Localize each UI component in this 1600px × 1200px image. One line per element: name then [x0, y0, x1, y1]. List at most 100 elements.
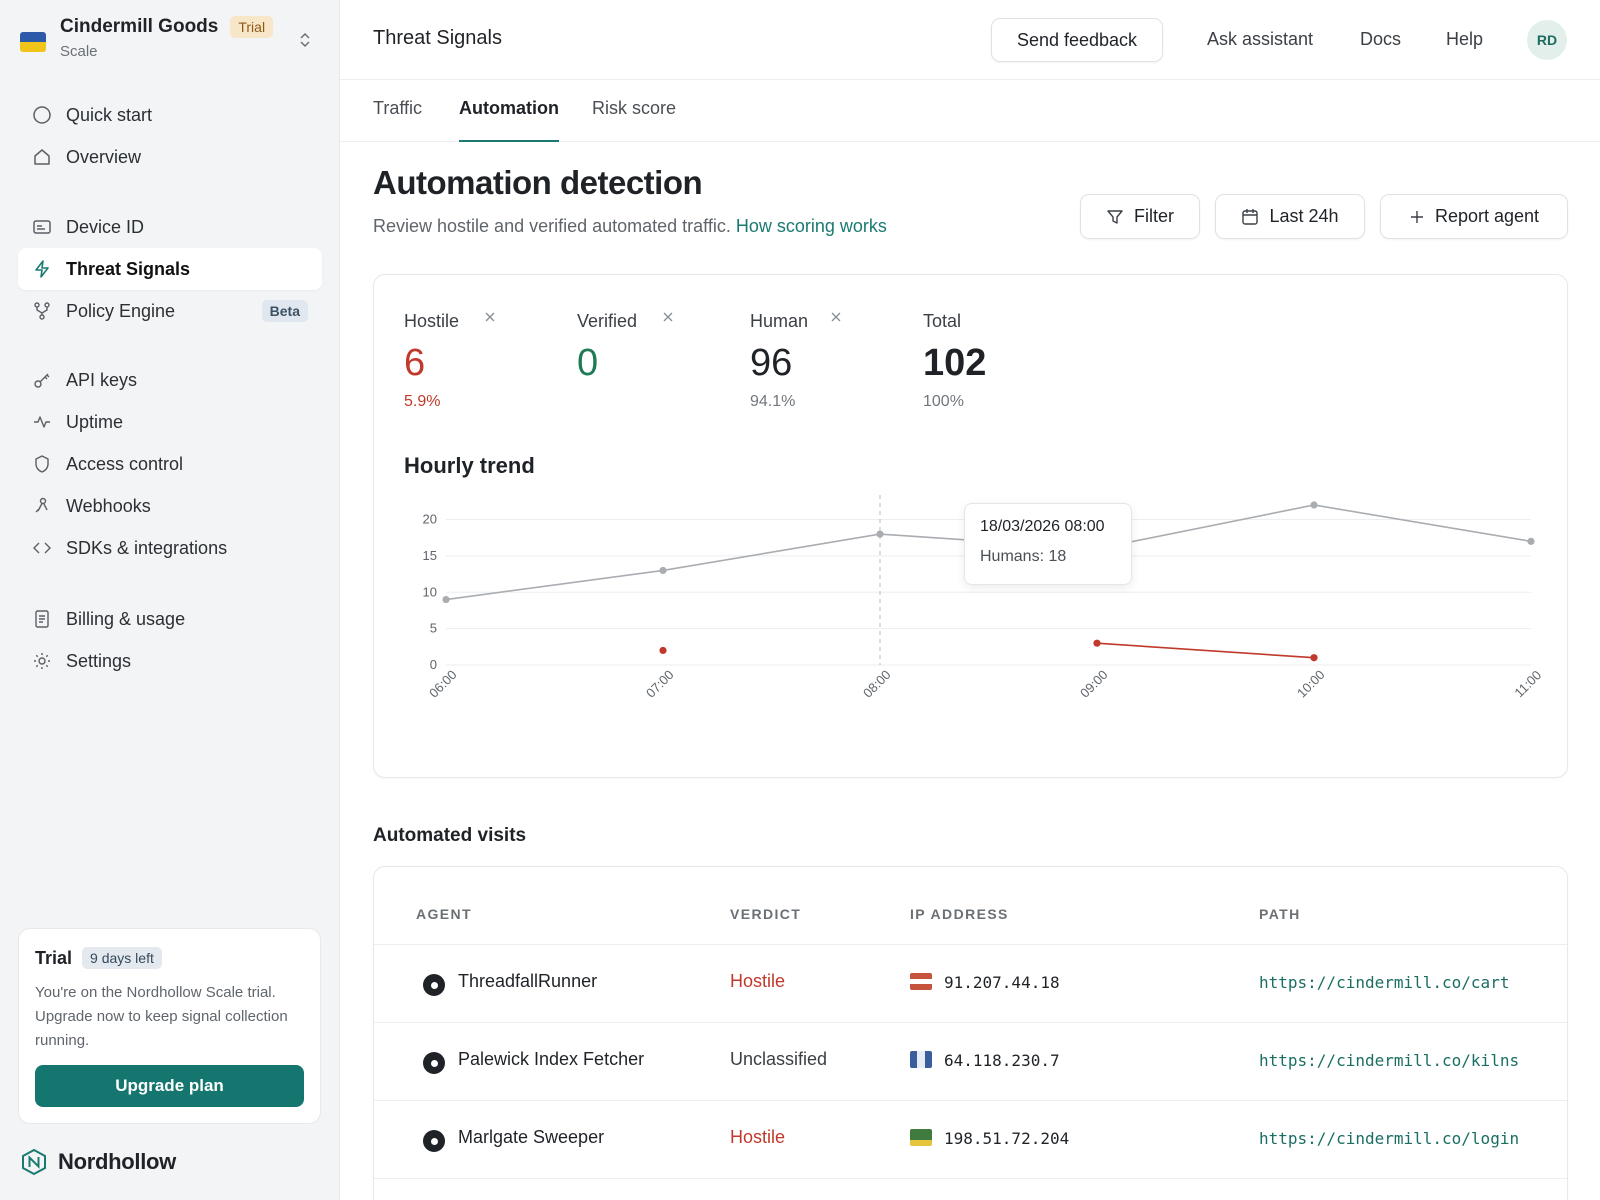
workspace-plan: Scale — [60, 43, 98, 60]
subtitle-text: Review hostile and verified automated tr… — [373, 216, 731, 236]
tab-risk-score[interactable]: Risk score — [592, 98, 677, 118]
help-link[interactable]: Help — [1446, 29, 1484, 49]
pulse-icon — [32, 412, 52, 432]
filter-label: Filter — [1134, 206, 1174, 226]
report-agent-button[interactable]: Report agent — [1380, 194, 1568, 239]
sidebar-item-api-keys[interactable]: API keys — [18, 359, 322, 401]
sidebar-item-uptime[interactable]: Uptime — [18, 401, 322, 443]
tab-traffic[interactable]: Traffic — [373, 98, 423, 118]
path-link[interactable]: https://cindermill.co/login — [1259, 1129, 1520, 1148]
remove-human-icon[interactable] — [830, 311, 842, 323]
sidebar-item-access-control[interactable]: Access control — [18, 443, 322, 485]
workspace-switcher[interactable]: Cindermill Goods Trial Scale — [20, 16, 322, 66]
y-tick-label: 0 — [430, 657, 437, 672]
sidebar-item-label: API keys — [66, 369, 138, 390]
sidebar-item-billing[interactable]: Billing & usage — [18, 598, 322, 640]
table-row[interactable]: ThreadfallRunner Hostile 91.207.44.18 ht… — [374, 944, 1567, 1022]
section-title: Automation detection — [373, 164, 703, 201]
col-verdict: VERDICT — [730, 906, 802, 922]
agent-icon — [423, 1130, 445, 1152]
tooltip-date: 18/03/2026 08:00 — [980, 518, 1105, 535]
stat-percent: 5.9% — [404, 393, 441, 410]
date-range-button[interactable]: Last 24h — [1215, 194, 1365, 239]
sidebar-item-sdks[interactable]: SDKs & integrations — [18, 527, 322, 569]
agent-icon — [423, 974, 445, 996]
trial-title: Trial — [35, 947, 73, 968]
data-point-humans — [1527, 537, 1535, 545]
brand: Nordhollow — [20, 1148, 176, 1176]
workspace-badge: Trial — [230, 16, 274, 38]
sidebar-item-webhooks[interactable]: Webhooks — [18, 485, 322, 527]
sidebar-item-label: Policy Engine — [66, 300, 176, 321]
tabs: Traffic Automation Risk score — [340, 80, 1600, 142]
ask-assistant-link[interactable]: Ask assistant — [1207, 29, 1314, 49]
data-point-hostile — [659, 646, 667, 655]
sidebar-item-settings[interactable]: Settings — [18, 640, 322, 682]
sidebar-item-label: Webhooks — [66, 495, 151, 516]
stat-value: 102 — [923, 342, 987, 384]
sidebar-item-label: Billing & usage — [66, 608, 186, 629]
gear-icon — [32, 651, 52, 671]
stat-value: 96 — [750, 342, 793, 384]
nav-group-primary: Quick start Overview — [18, 94, 322, 178]
sidebar-item-label: Quick start — [66, 104, 153, 125]
data-point-hostile — [1093, 639, 1101, 647]
stat-percent: 94.1% — [750, 393, 796, 410]
agent-name: ThreadfallRunner — [458, 971, 598, 991]
circle-icon — [32, 105, 52, 125]
stat-value: 6 — [404, 342, 426, 384]
sidebar-item-quick-start[interactable]: Quick start — [18, 94, 322, 136]
remove-hostile-icon[interactable] — [484, 311, 496, 323]
sidebar-item-policy-engine[interactable]: Policy Engine Beta — [18, 290, 322, 332]
sidebar-item-label: Access control — [66, 453, 184, 474]
stat-human[interactable]: Human 96 94.1% — [750, 311, 808, 411]
ip-address: 198.51.72.204 — [944, 1129, 1070, 1148]
stat-hostile[interactable]: Hostile 6 5.9% — [404, 311, 459, 411]
agent-icon — [423, 1052, 445, 1074]
tab-automation[interactable]: Automation — [459, 98, 559, 142]
docs-link[interactable]: Docs — [1360, 29, 1402, 49]
stat-label: Total — [923, 311, 962, 331]
upgrade-plan-button[interactable]: Upgrade plan — [35, 1065, 304, 1107]
x-tick-label: 07:00 — [643, 667, 677, 701]
col-path: PATH — [1259, 906, 1301, 922]
y-tick-label: 10 — [423, 584, 437, 599]
webhook-icon — [32, 496, 52, 516]
how-scoring-works-link[interactable]: How scoring works — [735, 216, 887, 236]
filter-button[interactable]: Filter — [1080, 194, 1200, 239]
verdict: Hostile — [730, 1127, 786, 1147]
verdict: Hostile — [730, 971, 786, 991]
avatar[interactable]: RD — [1527, 20, 1567, 60]
col-ip: IP ADDRESS — [910, 906, 1009, 922]
send-feedback-button[interactable]: Send feedback — [991, 18, 1163, 62]
chevron-updown-icon[interactable] — [298, 30, 312, 50]
ip-country-flag-icon — [910, 1129, 932, 1146]
table-row[interactable] — [374, 1178, 1567, 1200]
home-icon — [32, 147, 52, 167]
remove-verified-icon[interactable] — [662, 311, 674, 323]
sidebar: Cindermill Goods Trial Scale Quick start… — [0, 0, 340, 1200]
agent-name: Marlgate Sweeper — [458, 1127, 605, 1147]
report-agent-label: Report agent — [1434, 206, 1540, 226]
y-tick-label: 20 — [423, 512, 437, 527]
table-row[interactable]: Palewick Index Fetcher Unclassified 64.1… — [374, 1022, 1567, 1100]
code-icon — [32, 538, 52, 558]
x-tick-label: 11:00 — [1511, 667, 1544, 700]
sidebar-item-device-id[interactable]: Device ID — [18, 206, 322, 248]
branch-icon — [32, 301, 52, 321]
page-title: Threat Signals — [373, 27, 502, 49]
table-row[interactable]: Marlgate Sweeper Hostile 198.51.72.204 h… — [374, 1100, 1567, 1178]
stat-verified[interactable]: Verified 0 — [577, 311, 637, 393]
path-link[interactable]: https://cindermill.co/cart — [1259, 973, 1510, 992]
ip-country-flag-icon — [910, 973, 932, 990]
agent-name: Palewick Index Fetcher — [458, 1049, 645, 1069]
sidebar-item-threat-signals[interactable]: Threat Signals — [18, 248, 322, 290]
path-link[interactable]: https://cindermill.co/kilns — [1259, 1051, 1520, 1070]
tooltip-value: Humans: 18 — [980, 548, 1067, 565]
ip-address: 91.207.44.18 — [944, 973, 1060, 992]
data-point-humans — [442, 595, 450, 604]
sidebar-item-overview[interactable]: Overview — [18, 136, 322, 178]
date-range-label: Last 24h — [1269, 206, 1339, 226]
filter-icon — [1107, 209, 1123, 224]
stat-value: 0 — [577, 342, 599, 384]
